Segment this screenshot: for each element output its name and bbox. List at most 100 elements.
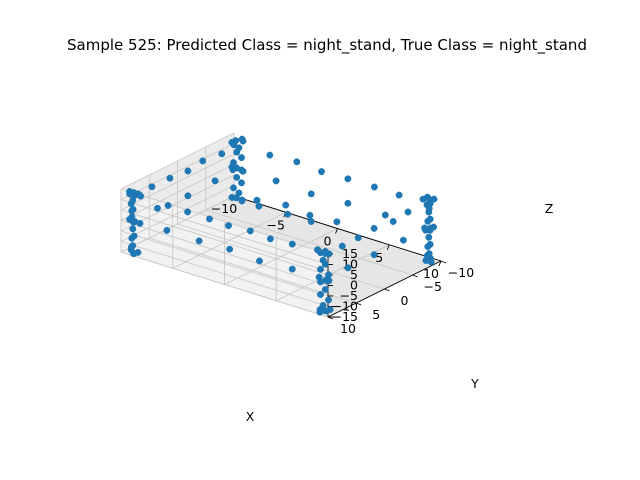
data-point bbox=[338, 242, 346, 250]
y-tick-label: 0 bbox=[401, 293, 409, 308]
x-tick-label: −5 bbox=[267, 217, 285, 232]
data-point bbox=[235, 144, 243, 152]
y-axis-label: Y bbox=[470, 376, 479, 391]
data-point bbox=[318, 168, 325, 176]
data-point bbox=[307, 218, 315, 225]
data-point bbox=[326, 306, 334, 314]
y-grid-line bbox=[205, 209, 413, 276]
data-point bbox=[129, 225, 137, 233]
data-point bbox=[344, 175, 352, 183]
z-tick-label: −10 bbox=[332, 299, 358, 314]
z-grid-line bbox=[120, 195, 235, 253]
x-tick-mark bbox=[386, 244, 390, 250]
data-point bbox=[344, 264, 352, 272]
data-point bbox=[317, 265, 324, 273]
z-grid-line bbox=[120, 143, 235, 200]
y-tick-mark bbox=[384, 288, 390, 292]
z-axis-label: Z bbox=[545, 201, 554, 216]
data-point bbox=[239, 137, 247, 145]
y-tick-label: −10 bbox=[448, 265, 474, 280]
y-tick-label: 10 bbox=[340, 321, 356, 336]
data-point bbox=[370, 251, 378, 259]
data-point bbox=[321, 285, 329, 293]
data-point bbox=[128, 207, 136, 215]
data-point bbox=[148, 183, 156, 191]
y-tick-label: 5 bbox=[372, 307, 380, 322]
data-point bbox=[325, 277, 333, 285]
x-tick-label: 5 bbox=[375, 250, 383, 265]
data-point bbox=[430, 223, 438, 231]
data-point bbox=[230, 184, 237, 192]
data-point bbox=[184, 192, 192, 200]
data-point bbox=[136, 219, 144, 227]
z-tick-label: 5 bbox=[350, 267, 358, 282]
z-grid-line bbox=[120, 230, 329, 297]
data-point bbox=[424, 217, 432, 225]
data-point bbox=[333, 218, 341, 226]
z-tick-label: −15 bbox=[332, 309, 358, 324]
data-point bbox=[246, 227, 254, 235]
z-grid-line bbox=[120, 185, 235, 242]
data-point bbox=[226, 245, 234, 253]
y-tick-label: −5 bbox=[424, 279, 442, 294]
data-point bbox=[230, 159, 237, 167]
data-point bbox=[293, 158, 301, 166]
chart-title: Sample 525: Predicted Class = night_stan… bbox=[67, 36, 587, 55]
data-point bbox=[395, 191, 403, 199]
data-point bbox=[282, 201, 290, 209]
data-point bbox=[344, 199, 352, 207]
x-tick-mark bbox=[335, 228, 338, 234]
data-point bbox=[354, 234, 362, 242]
data-point bbox=[199, 157, 207, 165]
z-grid-line bbox=[120, 241, 329, 307]
data-point bbox=[184, 208, 192, 216]
data-point bbox=[319, 301, 327, 309]
z-grid-line bbox=[120, 132, 235, 190]
z-tick-label: 0 bbox=[350, 278, 358, 293]
data-point bbox=[424, 243, 432, 251]
data-point bbox=[154, 204, 161, 212]
data-point bbox=[425, 233, 433, 241]
data-point bbox=[266, 151, 274, 159]
data-point bbox=[370, 224, 378, 232]
data-point bbox=[255, 202, 263, 210]
x-tick-label: −10 bbox=[211, 201, 237, 216]
y-tick-mark bbox=[440, 260, 447, 264]
data-point bbox=[272, 177, 280, 185]
z-grid-line bbox=[120, 220, 329, 286]
data-point bbox=[238, 196, 246, 204]
data-point bbox=[256, 257, 263, 265]
data-point bbox=[232, 137, 240, 145]
data-point bbox=[315, 273, 323, 281]
x-axis-label: X bbox=[246, 409, 255, 424]
data-point bbox=[284, 210, 292, 218]
data-point bbox=[370, 183, 378, 191]
data-point bbox=[195, 237, 203, 245]
z-grid-line bbox=[120, 209, 329, 276]
data-point bbox=[399, 236, 407, 244]
data-point bbox=[325, 250, 333, 258]
data-point bbox=[389, 218, 397, 225]
data-point bbox=[404, 208, 412, 216]
data-point bbox=[225, 222, 232, 230]
data-point bbox=[253, 196, 261, 204]
data-point bbox=[317, 291, 324, 298]
data-point bbox=[288, 240, 296, 248]
data-point bbox=[266, 235, 274, 243]
data-point bbox=[425, 205, 433, 212]
data-point bbox=[426, 254, 434, 262]
data-point bbox=[381, 211, 389, 219]
z-grid-line bbox=[120, 164, 235, 221]
data-point bbox=[239, 167, 247, 175]
data-point bbox=[307, 190, 315, 198]
x-tick-label: 10 bbox=[423, 266, 439, 281]
data-points bbox=[126, 135, 438, 316]
data-point bbox=[325, 271, 332, 279]
data-point bbox=[235, 189, 243, 197]
data-point bbox=[233, 173, 241, 181]
z-grid-line bbox=[120, 251, 329, 318]
z-tick-label: 15 bbox=[342, 246, 358, 261]
y-tick-mark bbox=[412, 274, 418, 278]
